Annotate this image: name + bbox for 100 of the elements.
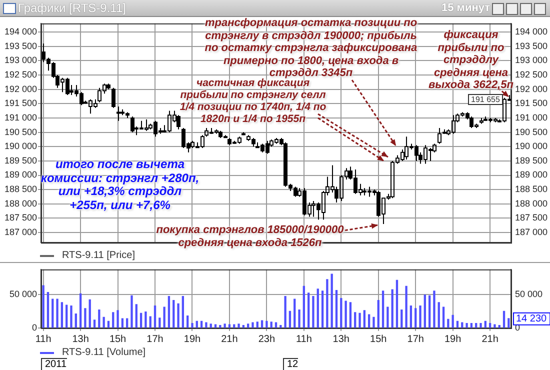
bar (191, 322, 194, 328)
bar (316, 288, 319, 328)
y-tick-label: 191 000 (4, 112, 37, 122)
x-tick-label: 21h (221, 334, 238, 345)
bar (266, 320, 268, 328)
bar (442, 306, 445, 328)
bar (288, 310, 292, 328)
bar (130, 295, 133, 328)
y2-tick-label: 194 000 (515, 26, 548, 36)
bar (466, 322, 468, 328)
y-tick-label: 187 500 (4, 212, 37, 223)
y-tick-label: 192 500 (4, 69, 37, 80)
y-tick-label: 190 500 (4, 126, 37, 137)
bar (256, 322, 258, 328)
y2-tick-label: 193 000 (515, 55, 548, 66)
y-tick-label: 188 000 (4, 198, 37, 208)
bar (260, 320, 264, 328)
x-tick-label: 13h (332, 334, 350, 345)
bar (210, 324, 212, 328)
bar (46, 292, 50, 328)
y2-tick-label: 188 000 (515, 198, 548, 208)
bar (405, 286, 408, 328)
x-tick-label: 13h (72, 334, 89, 345)
bar (488, 322, 492, 328)
bar (312, 296, 314, 328)
y-tick-label: 189 500 (4, 155, 37, 166)
bar (326, 279, 328, 328)
y2-tick-label: 190 500 (515, 126, 548, 137)
bar (344, 300, 347, 328)
candlestick (116, 106, 120, 122)
bar (172, 300, 175, 328)
y-tick-label: 191 500 (4, 98, 37, 108)
text: 2011 (41, 358, 67, 370)
bar (79, 293, 82, 328)
bar (447, 318, 450, 328)
y-tick-label: 193 500 (4, 40, 37, 51)
bar (414, 308, 417, 328)
bar (386, 306, 389, 328)
bar (382, 290, 384, 328)
bar (270, 322, 272, 328)
bar (494, 324, 496, 328)
bar (182, 296, 184, 328)
bar (377, 300, 380, 328)
bar (140, 312, 142, 328)
bar (461, 322, 464, 328)
bar (60, 302, 64, 328)
y-tick-label: 189 000 (4, 170, 37, 180)
chart-subtitle: 15 минут (442, 2, 490, 14)
bar (168, 296, 170, 328)
bar (196, 320, 198, 328)
bar (363, 310, 366, 328)
bar (84, 308, 86, 328)
annotation: частичная фиксация прибыли по стрэнглу селл 1/4 позиции по 1740п, 1/4 по 1820п и 1/4 по 1955п (178, 77, 328, 125)
bar (163, 306, 166, 328)
bar (242, 324, 245, 328)
bar (252, 322, 254, 328)
y2-tick-label: 187 000 (515, 227, 548, 238)
bar (112, 312, 114, 328)
bar (321, 290, 324, 328)
bar (438, 302, 440, 328)
bar (302, 286, 305, 328)
x-tick-label: 11h (35, 334, 52, 345)
bar (200, 320, 203, 328)
y-tick-label: 188 500 (4, 184, 37, 194)
bar (298, 309, 300, 328)
bar (335, 290, 338, 328)
y-tick-label: 192 000 (4, 84, 37, 94)
text: 12 (283, 358, 298, 370)
y2-tick-label: 187 500 (515, 212, 548, 223)
bar (410, 305, 412, 328)
bar (400, 309, 403, 328)
bar (70, 305, 72, 328)
bar (419, 305, 422, 328)
y2-tick-label: 191 500 (515, 98, 548, 108)
y-tick-label: 194 000 (4, 26, 37, 36)
x-tick-label: 21h (482, 334, 498, 345)
text: RTS-9.11 [Price] (62, 250, 135, 261)
y2-tick-label: 190 000 (515, 141, 548, 152)
bar (158, 318, 161, 328)
bar (219, 324, 222, 328)
y-tick-label: 193 000 (4, 55, 37, 66)
bar (98, 309, 100, 328)
bar (307, 292, 310, 328)
bar (56, 298, 58, 328)
bar (116, 310, 119, 328)
bar (93, 320, 96, 328)
y2-tick-label: 191 000 (515, 112, 548, 122)
y2-tick-label: 50 000 (515, 288, 543, 299)
bar (228, 324, 231, 328)
bar (391, 289, 394, 328)
y2-tick-label: 192 500 (515, 69, 548, 80)
bar (42, 285, 44, 328)
bar (149, 316, 152, 328)
bar (74, 314, 77, 328)
bar (368, 314, 370, 328)
bar (224, 324, 226, 328)
x-tick-label: 15h (109, 334, 126, 345)
bar (502, 310, 506, 328)
x-tick-label: 23h (258, 334, 276, 345)
bar (349, 302, 352, 328)
